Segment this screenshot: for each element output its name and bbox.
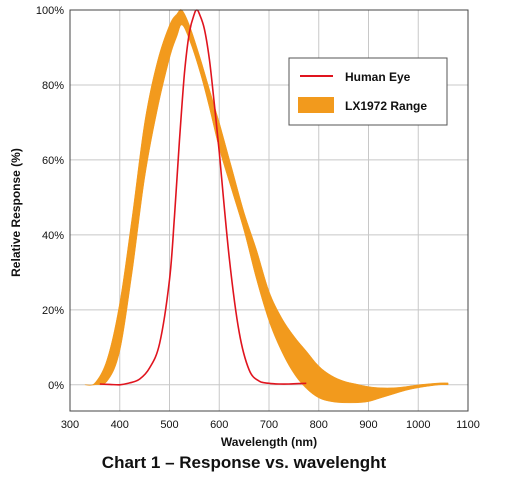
band-layer — [84, 9, 449, 404]
y-axis-label: Relative Response (%) — [9, 148, 23, 277]
x-tick-label: 500 — [160, 419, 178, 431]
legend-label-human-eye: Human Eye — [345, 70, 411, 84]
grid — [70, 9, 468, 411]
x-tick-labels: 300 400 500 600 700 800 900 1000 1100 — [61, 419, 480, 431]
y-tick-label: 80% — [42, 80, 64, 92]
x-tick-label: 600 — [210, 419, 228, 431]
y-tick-labels: 0% 20% 40% 60% 80% 100% — [36, 5, 64, 392]
legend: Human Eye LX1972 Range — [288, 57, 448, 126]
legend-swatch-lx1972-range — [298, 97, 334, 113]
y-tick-label: 20% — [42, 305, 64, 317]
x-tick-label: 300 — [61, 419, 79, 431]
y-tick-label: 0% — [48, 380, 64, 392]
x-tick-label: 700 — [260, 419, 278, 431]
line-layer — [99, 9, 307, 386]
y-tick-label: 40% — [42, 230, 64, 242]
x-tick-label: 900 — [359, 419, 377, 431]
legend-box — [288, 57, 448, 126]
x-tick-label: 800 — [310, 419, 328, 431]
x-tick-label: 1000 — [406, 419, 430, 431]
x-tick-label: 400 — [111, 419, 129, 431]
series-human-eye-line — [99, 9, 307, 386]
series-lx1972-range-band — [84, 9, 449, 404]
x-axis-label: Wavelength (nm) — [221, 435, 317, 449]
x-tick-label: 1100 — [456, 419, 480, 431]
plot-frame — [69, 9, 469, 412]
y-tick-label: 60% — [42, 155, 64, 167]
chart-caption: Chart 1 – Response vs. wavelenght — [101, 453, 387, 472]
y-tick-label: 100% — [36, 5, 64, 17]
legend-label-lx1972-range: LX1972 Range — [345, 99, 427, 113]
